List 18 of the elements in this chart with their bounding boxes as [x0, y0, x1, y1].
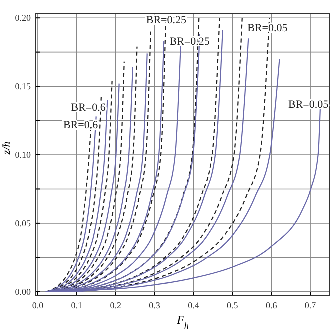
- x-tick-label: 0.1: [71, 300, 83, 310]
- x-tick-label: 0.4: [188, 300, 200, 310]
- x-tick-label: 0.6: [266, 300, 278, 310]
- x-axis-title: F$_{h}$: [176, 313, 190, 331]
- x-tick-label: 0.2: [110, 300, 122, 310]
- x-tick-label: 0.7: [304, 300, 317, 310]
- y-tick-label: 0.10: [15, 150, 32, 160]
- y-axis-title: z/h: [1, 141, 13, 156]
- y-tick-label: 0.00: [15, 286, 32, 297]
- x-tick-label: 0.0: [32, 300, 44, 310]
- x-tick-label: 0.5: [227, 300, 239, 310]
- x-tick-label: 0.3: [149, 300, 161, 310]
- annotation: BR=0.6: [71, 102, 106, 114]
- annotation: BR=0.25: [146, 14, 188, 26]
- annotation: BR=0.05: [248, 22, 288, 35]
- y-tick-label: 0.05: [15, 218, 32, 228]
- y-tick-label: 0.20: [15, 12, 32, 23]
- y-tick-label: 0.15: [15, 81, 32, 92]
